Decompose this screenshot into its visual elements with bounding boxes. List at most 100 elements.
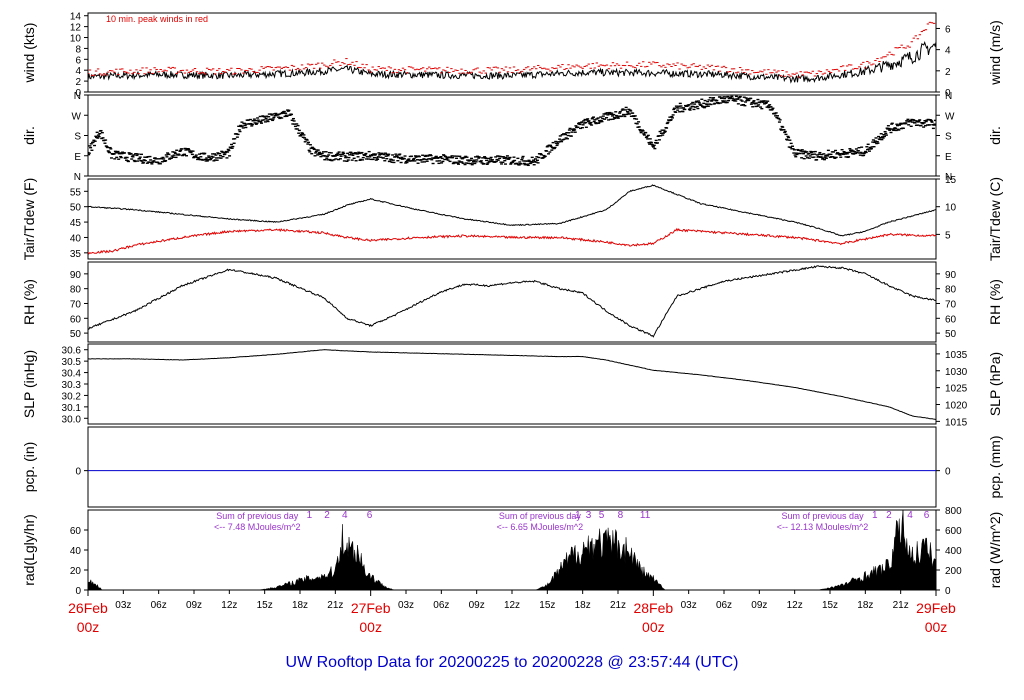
direction-point (481, 157, 485, 159)
direction-point (249, 122, 253, 125)
rad-left-tick-label: 20 (70, 566, 82, 577)
direction-point (901, 127, 905, 130)
direction-point (301, 132, 305, 135)
direction-point (282, 110, 286, 113)
rad-left-tick-label: 60 (70, 526, 82, 537)
direction-point (570, 131, 574, 133)
direction-point (266, 120, 270, 123)
direction-point (522, 162, 526, 165)
direction-point (312, 147, 316, 150)
direction-point (593, 122, 597, 124)
wind-frame (87, 12, 937, 93)
direction-point (346, 152, 350, 155)
direction-point (624, 106, 628, 109)
direction-point (343, 155, 347, 157)
direction-point (868, 146, 872, 149)
x-tick-label: 09z (469, 600, 485, 611)
direction-point (284, 112, 288, 114)
direction-point (845, 151, 849, 154)
day-sum-value: <-- 7.48 MJoules/m^2 (214, 522, 301, 532)
direction-point (416, 162, 420, 164)
direction-point (96, 134, 100, 136)
tdew-line (88, 227, 936, 255)
direction-point (606, 114, 610, 116)
direction-point (644, 131, 648, 134)
direction-point (759, 106, 763, 108)
direction-point (526, 164, 530, 167)
direction-point (342, 152, 346, 155)
panel-slp: 30.030.130.230.330.430.530.6 1015 1020 1025… (21, 343, 1003, 428)
direction-point (274, 112, 278, 115)
direction-point (922, 122, 926, 124)
direction-point (852, 150, 856, 153)
direction-point (173, 152, 177, 155)
direction-point (650, 142, 654, 144)
direction-point (446, 159, 450, 161)
direction-point (340, 153, 344, 156)
direction-point (417, 155, 421, 158)
direction-point (805, 151, 809, 153)
direction-point (841, 153, 845, 156)
direction-point (545, 146, 549, 148)
direction-point (341, 151, 345, 153)
direction-point (272, 116, 276, 119)
direction-point (115, 156, 119, 159)
direction-point (896, 128, 900, 131)
direction-point (509, 163, 513, 165)
direction-point (711, 98, 715, 100)
direction-point (600, 120, 604, 123)
direction-point (461, 162, 465, 164)
direction-point (886, 125, 890, 127)
direction-point (295, 123, 299, 125)
direction-point (652, 146, 656, 148)
direction-point (705, 103, 709, 106)
direction-point (154, 158, 158, 160)
direction-point (197, 158, 201, 160)
direction-point (564, 137, 568, 139)
direction-point (395, 155, 399, 158)
direction-point (588, 123, 592, 125)
direction-point (642, 133, 646, 135)
direction-point (665, 127, 669, 129)
direction-point (250, 125, 254, 127)
direction-point (498, 157, 502, 160)
radiation-area (88, 510, 936, 590)
direction-point (877, 135, 881, 138)
direction-point (403, 155, 407, 157)
direction-point (291, 123, 295, 125)
direction-point (269, 118, 273, 120)
direction-point (407, 158, 411, 160)
direction-point (720, 97, 724, 99)
direction-point (269, 113, 273, 115)
direction-point (900, 123, 904, 125)
direction-point (527, 159, 531, 162)
hour-mark: 4 (342, 510, 348, 521)
x-tick-label: 12z (504, 600, 520, 611)
direction-point (267, 116, 271, 118)
direction-point (326, 159, 330, 161)
direction-point (130, 158, 134, 160)
direction-point (781, 126, 785, 128)
wind-left-tick-label: 8 (75, 44, 81, 55)
direction-point (568, 127, 572, 130)
direction-point (633, 117, 637, 120)
rad-right-tick-label: 200 (945, 566, 962, 577)
direction-point (556, 143, 560, 145)
direction-point (809, 150, 813, 153)
x-tick-label: 12z (787, 600, 803, 611)
direction-point (722, 96, 726, 98)
direction-point (320, 152, 324, 155)
direction-point (892, 129, 896, 132)
direction-point (824, 157, 828, 159)
direction-point (922, 126, 926, 128)
direction-point (389, 158, 393, 161)
direction-point (391, 154, 395, 156)
direction-point (438, 160, 442, 162)
direction-point (766, 105, 770, 107)
direction-point (373, 154, 377, 156)
direction-point (119, 155, 123, 158)
direction-point (383, 160, 387, 162)
direction-point (909, 119, 913, 122)
direction-point (933, 119, 936, 122)
